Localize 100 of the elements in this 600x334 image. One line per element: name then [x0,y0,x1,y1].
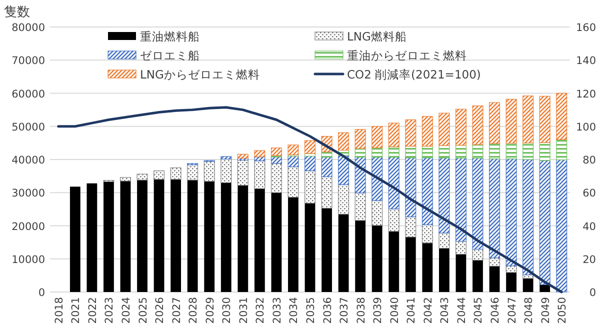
bar [354,192,366,221]
bar [489,102,500,144]
bar [405,119,416,147]
bar [86,183,98,292]
x-tick-label: 2034 [288,296,300,324]
x-tick-label: 2032 [254,297,267,324]
bar [506,98,517,144]
bar [506,142,517,160]
bar [556,92,568,140]
x-tick-label: 2039 [372,297,384,324]
bar [422,146,433,158]
x-tick-label: 2042 [422,297,434,324]
x-tick-label: 2040 [388,297,401,324]
bar [556,139,568,160]
bar [372,225,382,292]
x-tick-label: 2049 [540,297,552,324]
bar [355,220,366,292]
bar [388,122,400,148]
bar [522,142,534,160]
bar [539,142,550,161]
bar [288,144,299,156]
bar [388,231,400,292]
bar [438,232,450,249]
bar [405,146,416,158]
bar [489,143,500,160]
x-tick-label: 2027 [170,297,183,324]
bar [271,192,282,292]
bar [489,158,500,258]
x-tick-label: 2029 [204,297,216,324]
bar [522,278,534,292]
bar [539,160,550,286]
x-tick-label: 2045 [472,297,485,324]
y-tick-label: 80000 [12,22,45,34]
bar [438,145,450,158]
y2-tick-label: 160 [576,22,596,34]
bar [556,160,568,292]
bar [372,200,383,226]
bar [422,224,433,244]
x-tick-label: 2025 [137,297,150,324]
bar [472,260,483,292]
bar [372,156,383,201]
bar [338,132,350,151]
bar [455,158,466,242]
bar [120,177,131,182]
bar [304,156,316,172]
y2-tick-label: 60 [582,188,596,200]
x-tick-label: 2018 [53,297,66,324]
bar [338,214,349,292]
legend-label: 重油燃料船 [140,30,200,44]
bar [237,154,248,158]
bar [438,112,450,146]
bar [405,158,416,218]
bar [254,188,265,292]
x-tick-label: 2050 [556,297,569,324]
bar [405,216,416,238]
bar [187,180,198,292]
x-tick-label: 2047 [506,297,518,324]
bar [288,166,299,198]
y-tick-label: 0 [38,287,45,299]
x-tick-label: 2038 [355,297,368,324]
y2-tick-label: 40 [582,220,596,233]
bar [455,144,466,158]
bar [472,158,484,250]
bar [254,150,266,158]
bar [220,156,232,160]
bar [455,241,466,255]
bar [321,176,332,208]
bar [120,181,131,292]
bar [354,129,366,149]
bar [321,152,332,158]
bar [506,266,517,273]
y-tick-label: 70000 [12,55,45,68]
bar [238,185,248,292]
legend-label: CO2 削減率(2021=100) [347,68,481,82]
x-tick-label: 2031 [238,297,250,324]
x-tick-label: 2037 [338,297,351,324]
bar [220,182,232,292]
bar [204,181,215,292]
bar [422,116,433,147]
y-tick-label: 60000 [12,88,45,100]
bar [288,197,298,292]
bar [438,158,450,234]
bar [422,242,433,292]
bar [489,258,500,266]
x-tick-label: 2030 [221,297,234,324]
bar [136,174,148,180]
legend-label: ゼロエミ船 [140,48,200,62]
bar [388,146,400,158]
x-tick-label: 2036 [322,296,334,324]
x-tick-label: 2033 [271,297,284,324]
bar [506,158,517,266]
bar [338,155,350,185]
y-tick-label: 50000 [12,121,45,134]
legend-label: LNG燃料船 [347,30,407,44]
bar [422,158,433,226]
bar [522,96,534,144]
bar [472,106,484,145]
y-tick-label: 30000 [12,188,45,200]
bar [254,160,266,189]
legend-label: 重油からゼロエミ燃料 [347,48,467,62]
